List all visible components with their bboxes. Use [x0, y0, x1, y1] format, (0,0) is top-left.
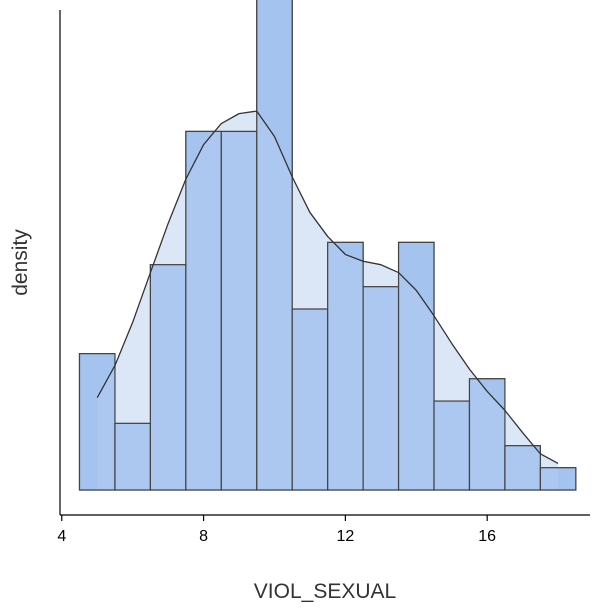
y-axis-title: density	[9, 229, 32, 296]
density-curve-layer	[96, 110, 559, 465]
histogram-bar-top-14	[539, 467, 577, 491]
histogram-bar-top-7	[291, 308, 329, 491]
histogram-bar-top-3	[149, 264, 187, 491]
x-tick-label-8: 8	[199, 528, 208, 545]
axes: 4 8 12 16	[57, 10, 590, 545]
histogram-bar-top-4	[185, 130, 222, 491]
histogram-bar-top-13	[504, 445, 541, 491]
histogram-bar-top-8	[327, 241, 364, 491]
histogram-bar-top-6	[256, 0, 293, 491]
histogram-bars	[78, 0, 577, 491]
x-axis-title: VIOL_SEXUAL	[254, 580, 396, 603]
x-tick-label-12: 12	[336, 528, 354, 545]
x-tick-label-4: 4	[57, 528, 66, 545]
histogram-bar-top-2	[114, 422, 152, 491]
histogram-bar-top-5	[220, 130, 258, 491]
histogram-bar-top-9	[362, 286, 400, 491]
histogram-bar-top-10	[397, 241, 435, 491]
density-curve	[96, 110, 559, 465]
x-tick-label-16: 16	[478, 528, 496, 545]
histogram-bar-top-11	[433, 400, 471, 491]
histogram-bar-top-12	[468, 378, 506, 491]
